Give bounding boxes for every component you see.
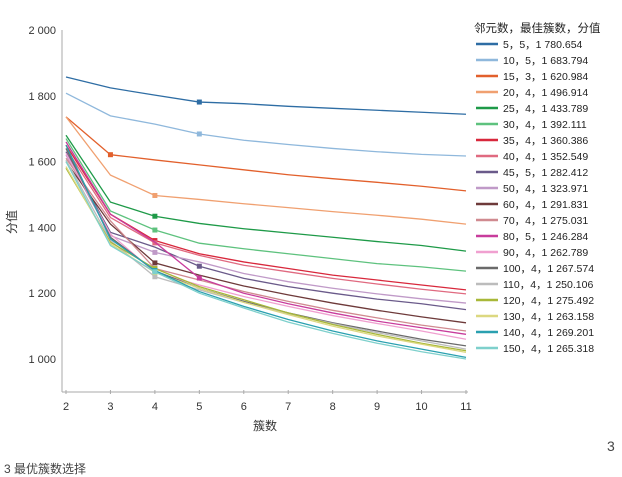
legend-entry: 45，5，1 282.412 — [503, 167, 588, 179]
legend-entry: 100，4，1 267.574 — [503, 263, 594, 275]
y-tick-label: 1 200 — [28, 288, 56, 300]
best-point-marker — [152, 249, 158, 255]
series-line — [65, 157, 467, 332]
best-point-marker — [196, 131, 202, 137]
series-line — [65, 92, 467, 157]
legend-entry: 140，4，1 269.201 — [503, 327, 594, 339]
best-point-marker — [152, 269, 158, 275]
series-line — [65, 141, 467, 335]
series-line — [65, 154, 467, 304]
best-point-marker — [152, 260, 158, 266]
x-axis-label: 簇数 — [253, 418, 277, 433]
legend-entry: 70，4，1 275.031 — [503, 215, 588, 227]
x-tick-label: 2 — [63, 401, 69, 413]
legend-entry: 40，4，1 352.549 — [503, 151, 588, 163]
legend-entry: 50，4，1 323.971 — [503, 183, 588, 195]
legend-entry: 110，4，1 250.106 — [503, 279, 593, 291]
legend-entry: 60，4，1 291.831 — [503, 199, 588, 211]
y-tick-label: 1 400 — [28, 222, 56, 234]
legend-title: 邻元数，最佳簇数，分值 — [474, 21, 601, 35]
series-line — [65, 166, 467, 354]
legend-entry: 35，4，1 360.386 — [503, 135, 588, 147]
series-line — [65, 151, 467, 311]
best-point-marker — [152, 192, 158, 198]
best-point-marker — [107, 152, 113, 158]
series-line — [65, 148, 467, 295]
x-tick-label: 9 — [374, 401, 380, 413]
y-tick-label: 1 000 — [28, 354, 56, 366]
legend-entry: 90，4，1 262.789 — [503, 247, 588, 259]
x-tick-label: 11 — [460, 401, 471, 413]
series-line — [65, 167, 467, 352]
series-line — [65, 153, 467, 340]
series-line — [65, 116, 467, 225]
page-number: 3 — [607, 438, 615, 454]
legend-entry: 120，4，1 275.492 — [503, 295, 594, 307]
y-tick-label: 1 600 — [28, 157, 56, 169]
x-tick-label: 6 — [241, 401, 247, 413]
x-tick-label: 3 — [107, 401, 113, 413]
series-line — [65, 161, 467, 324]
legend-entry: 80，5，1 246.284 — [503, 231, 588, 243]
x-tick-label: 10 — [415, 401, 427, 413]
series-line — [65, 144, 467, 358]
legend-entry: 20，4，1 496.914 — [503, 87, 588, 99]
legend-entry: 30，4，1 392.111 — [503, 119, 587, 131]
legend-entry: 10，5，1 683.794 — [503, 55, 588, 67]
legend-entry: 15，3，1 620.984 — [503, 71, 588, 83]
legend-entry: 25，4，1 433.789 — [503, 103, 588, 115]
series-line — [65, 161, 467, 360]
series-line — [65, 138, 467, 272]
series-line — [65, 76, 467, 115]
x-tick-label: 5 — [196, 401, 202, 413]
y-tick-label: 1 800 — [28, 91, 56, 103]
figure-caption: 3 最优簇数选择 — [4, 462, 87, 476]
best-point-marker — [152, 227, 158, 233]
best-point-marker — [196, 99, 202, 105]
legend-entry: 5，5，1 780.654 — [503, 39, 583, 51]
y-axis-label: 分值 — [4, 210, 19, 234]
legend-entry: 130，4，1 263.158 — [503, 311, 594, 323]
x-tick-label: 7 — [285, 401, 291, 413]
best-point-marker — [152, 213, 158, 219]
series-line — [65, 134, 467, 252]
series-line — [65, 116, 467, 192]
y-tick-label: 2 000 — [28, 25, 56, 37]
x-tick-label: 4 — [152, 401, 158, 413]
x-tick-label: 8 — [330, 401, 336, 413]
series-line — [65, 144, 467, 291]
best-point-marker — [152, 274, 158, 280]
best-point-marker — [196, 275, 202, 281]
best-point-marker — [196, 263, 202, 269]
legend-entry: 150，4，1 265.318 — [503, 343, 594, 355]
